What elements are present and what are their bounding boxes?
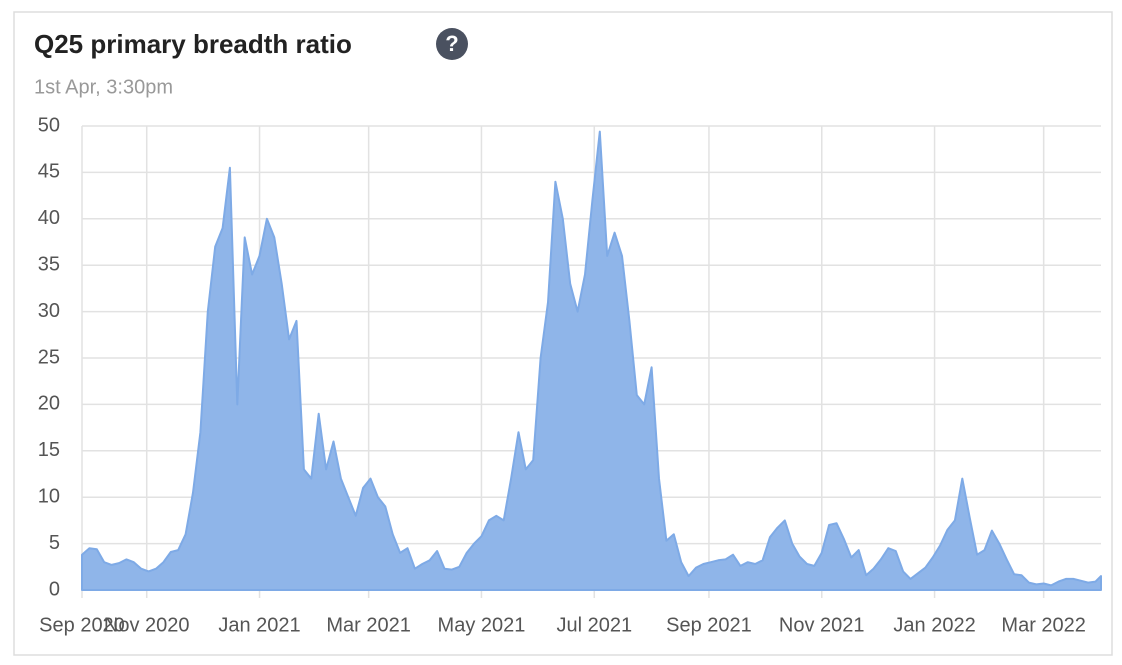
help-icon[interactable]	[436, 28, 468, 60]
y-tick-label: 50	[38, 114, 60, 136]
x-tick-label: Jul 2021	[556, 614, 632, 636]
area	[81, 130, 1102, 591]
x-tick-label: Jan 2021	[218, 614, 300, 636]
x-tick-label: Mar 2021	[326, 614, 411, 636]
x-tick-label: Sep 2021	[666, 614, 752, 636]
x-tick-label: May 2021	[438, 614, 526, 636]
x-tick-label: Jan 2022	[893, 614, 975, 636]
y-tick-label: 15	[38, 439, 60, 461]
y-tick-label: 40	[38, 207, 60, 229]
y-tick-label: 20	[38, 393, 60, 415]
y-tick-label: 25	[38, 346, 60, 368]
chart-subtitle: 1st Apr, 3:30pm	[34, 76, 173, 98]
y-tick-label: 10	[38, 485, 60, 507]
x-tick-label: Nov 2020	[104, 614, 190, 636]
x-tick-label: Nov 2021	[779, 614, 865, 636]
x-tick-label: Mar 2022	[1001, 614, 1086, 636]
y-tick-label: 0	[49, 578, 60, 600]
help-icon-glyph[interactable]: ?	[445, 31, 458, 56]
y-tick-label: 35	[38, 253, 60, 275]
chart-title: Q25 primary breadth ratio	[34, 29, 352, 59]
x-tick-label: Sep 2020	[39, 614, 125, 636]
y-tick-label: 5	[49, 532, 60, 554]
y-tick-label: 30	[38, 300, 60, 322]
y-tick-label: 45	[38, 161, 60, 183]
